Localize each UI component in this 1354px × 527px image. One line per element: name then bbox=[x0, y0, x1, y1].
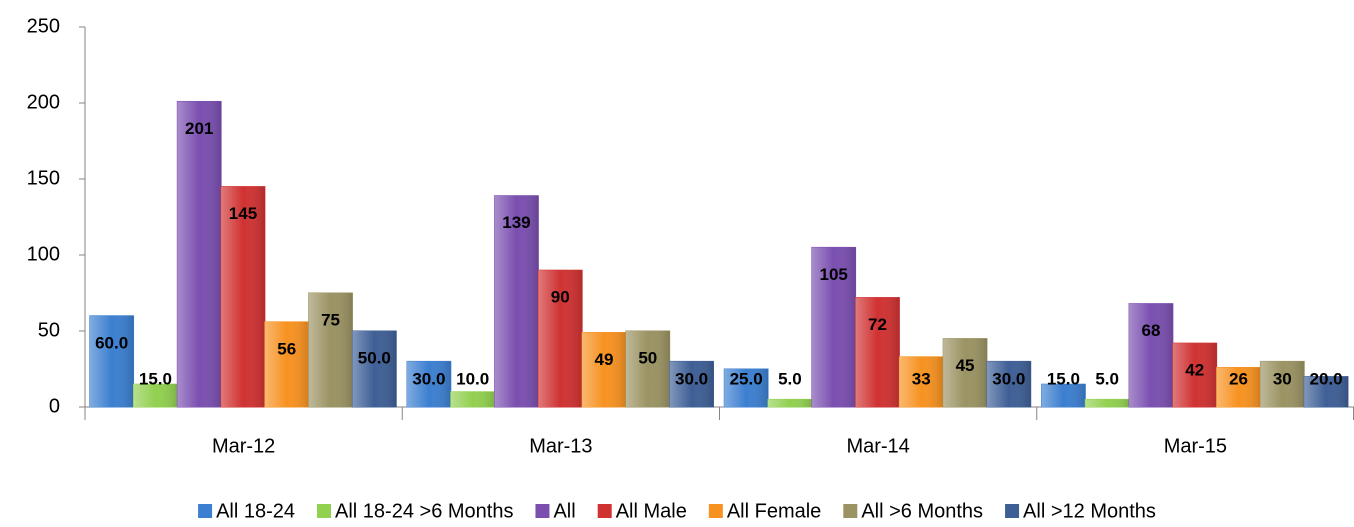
x-tick-label: Mar-14 bbox=[846, 435, 909, 457]
bar-shine bbox=[352, 331, 397, 407]
value-label: 15.0 bbox=[1047, 369, 1080, 388]
value-label: 42 bbox=[1185, 361, 1204, 380]
bar-shine bbox=[494, 195, 539, 407]
legend-item: All >6 Months bbox=[843, 500, 983, 522]
value-label: 25.0 bbox=[730, 369, 763, 388]
bar-shine bbox=[1216, 367, 1261, 407]
x-tick-label: Mar-12 bbox=[212, 435, 275, 457]
legend-swatch bbox=[535, 504, 550, 518]
x-tick-label: Mar-13 bbox=[529, 435, 592, 457]
value-label: 50 bbox=[638, 348, 657, 367]
value-label: 105 bbox=[820, 265, 848, 284]
y-tick-label: 200 bbox=[27, 91, 60, 113]
bar-shine bbox=[1260, 361, 1305, 407]
value-label: 30 bbox=[1273, 369, 1292, 388]
legend-item: All 18-24 >6 Months bbox=[317, 500, 513, 522]
y-tick-label: 100 bbox=[27, 243, 60, 265]
bar-shine bbox=[724, 369, 769, 407]
legend-label: All 18-24 bbox=[216, 500, 295, 522]
legend-swatch bbox=[1005, 504, 1020, 518]
legend-item: All >12 Months bbox=[1005, 500, 1156, 522]
value-label: 50.0 bbox=[358, 348, 391, 367]
legend-swatch bbox=[843, 504, 858, 518]
value-label: 10.0 bbox=[456, 369, 489, 388]
value-label: 26 bbox=[1229, 369, 1248, 388]
legend-swatch bbox=[708, 504, 723, 518]
value-label: 30.0 bbox=[675, 369, 708, 388]
bar-shine bbox=[899, 356, 944, 407]
bar-shine bbox=[1172, 343, 1217, 407]
value-label: 45 bbox=[956, 356, 975, 375]
value-label: 5.0 bbox=[778, 369, 802, 388]
legend-label: All >6 Months bbox=[861, 500, 983, 522]
bar-shine bbox=[1085, 399, 1130, 407]
bar-shine bbox=[986, 361, 1031, 407]
bar-shine bbox=[811, 247, 856, 407]
bar-shine bbox=[450, 391, 495, 407]
legend-swatch bbox=[317, 504, 332, 518]
value-label: 75 bbox=[321, 310, 340, 329]
legend-swatch bbox=[198, 504, 213, 518]
legend-label: All bbox=[553, 500, 575, 522]
bar-shine bbox=[221, 186, 265, 407]
value-label: 68 bbox=[1141, 321, 1160, 340]
legend-item: All bbox=[535, 500, 576, 522]
value-label: 201 bbox=[185, 119, 213, 138]
value-label: 56 bbox=[277, 339, 296, 358]
bar-shine bbox=[264, 321, 309, 407]
y-tick-label: 250 bbox=[27, 15, 60, 37]
y-tick-label: 50 bbox=[38, 319, 60, 341]
y-tick-label: 0 bbox=[49, 395, 60, 417]
value-label: 90 bbox=[551, 288, 570, 307]
legend-label: All Female bbox=[727, 500, 821, 522]
bar-shine bbox=[538, 270, 583, 407]
value-label: 15.0 bbox=[139, 369, 172, 388]
value-label: 30.0 bbox=[412, 369, 445, 388]
y-tick-label: 150 bbox=[27, 167, 60, 189]
value-label: 33 bbox=[912, 369, 931, 388]
legend-label: All 18-24 >6 Months bbox=[335, 500, 513, 522]
bar-shine bbox=[133, 384, 178, 407]
legend-item: All Male bbox=[597, 500, 687, 522]
bar-shine bbox=[1304, 376, 1348, 407]
legend-label: All Male bbox=[616, 500, 687, 522]
bar-shine bbox=[308, 293, 353, 407]
bar-shine bbox=[1041, 384, 1086, 407]
legend-item: All Female bbox=[708, 500, 821, 522]
value-label: 72 bbox=[868, 315, 887, 334]
bar-shine bbox=[407, 361, 451, 407]
bar-shine bbox=[669, 361, 714, 407]
bar-shine bbox=[582, 332, 626, 407]
bar-shine bbox=[855, 297, 900, 407]
legend-swatch bbox=[597, 504, 612, 518]
bar-shine bbox=[177, 101, 222, 407]
x-tick-label: Mar-15 bbox=[1164, 435, 1227, 457]
value-label: 20.0 bbox=[1310, 369, 1343, 388]
bar-shine bbox=[1129, 303, 1173, 407]
bar-shine bbox=[943, 338, 987, 407]
value-label: 5.0 bbox=[1095, 369, 1119, 388]
value-label: 60.0 bbox=[95, 333, 128, 352]
bar-shine bbox=[625, 331, 670, 407]
value-label: 139 bbox=[502, 213, 530, 232]
value-label: 49 bbox=[595, 350, 614, 369]
value-label: 30.0 bbox=[992, 369, 1025, 388]
value-label: 145 bbox=[229, 204, 257, 223]
legend-label: All >12 Months bbox=[1023, 500, 1156, 522]
bar-shine bbox=[768, 399, 812, 407]
bar-shine bbox=[89, 315, 134, 407]
legend-item: All 18-24 bbox=[198, 500, 295, 522]
